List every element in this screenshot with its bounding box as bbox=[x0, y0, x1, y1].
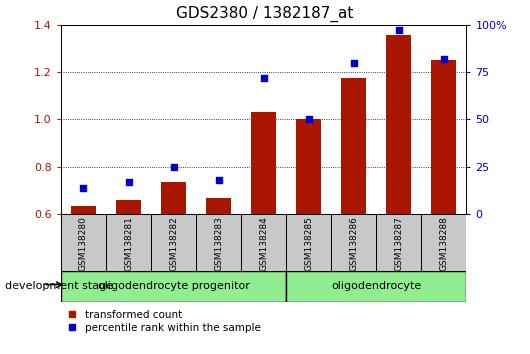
Text: GSM138287: GSM138287 bbox=[394, 216, 403, 271]
Point bbox=[304, 117, 313, 122]
Bar bbox=[286, 214, 331, 271]
Text: GSM138283: GSM138283 bbox=[214, 216, 223, 271]
Bar bbox=[341, 78, 366, 214]
Text: GSM138284: GSM138284 bbox=[259, 216, 268, 270]
Bar bbox=[116, 200, 141, 214]
Text: GSM138280: GSM138280 bbox=[79, 216, 88, 271]
Text: GSM138282: GSM138282 bbox=[169, 216, 178, 270]
Text: oligodendrocyte: oligodendrocyte bbox=[331, 281, 421, 291]
Point bbox=[440, 56, 448, 62]
Bar bbox=[331, 214, 376, 271]
Point bbox=[350, 60, 358, 65]
Bar bbox=[61, 271, 286, 302]
Bar bbox=[296, 120, 321, 214]
Point bbox=[80, 185, 88, 190]
Bar bbox=[376, 214, 421, 271]
Bar bbox=[206, 198, 231, 214]
Bar bbox=[421, 214, 466, 271]
Point bbox=[394, 28, 403, 33]
Text: GSM138285: GSM138285 bbox=[304, 216, 313, 271]
Bar bbox=[286, 271, 466, 302]
Point bbox=[124, 179, 132, 185]
Point bbox=[259, 75, 268, 81]
Bar bbox=[71, 206, 96, 214]
Bar bbox=[61, 214, 106, 271]
Text: GSM138281: GSM138281 bbox=[124, 216, 133, 271]
Point bbox=[214, 177, 223, 183]
Bar bbox=[151, 214, 196, 271]
Point bbox=[169, 164, 178, 170]
Bar bbox=[386, 35, 411, 214]
Text: GDS2380 / 1382187_at: GDS2380 / 1382187_at bbox=[176, 5, 354, 22]
Bar bbox=[241, 214, 286, 271]
Bar bbox=[196, 214, 241, 271]
Text: GSM138288: GSM138288 bbox=[439, 216, 448, 271]
Text: GSM138286: GSM138286 bbox=[349, 216, 358, 271]
Bar bbox=[431, 60, 456, 214]
Bar bbox=[161, 182, 186, 214]
Text: development stage: development stage bbox=[5, 281, 113, 291]
Legend: transformed count, percentile rank within the sample: transformed count, percentile rank withi… bbox=[66, 308, 263, 335]
Text: oligodendrocyte progenitor: oligodendrocyte progenitor bbox=[98, 281, 250, 291]
Bar bbox=[251, 112, 276, 214]
Bar bbox=[106, 214, 151, 271]
